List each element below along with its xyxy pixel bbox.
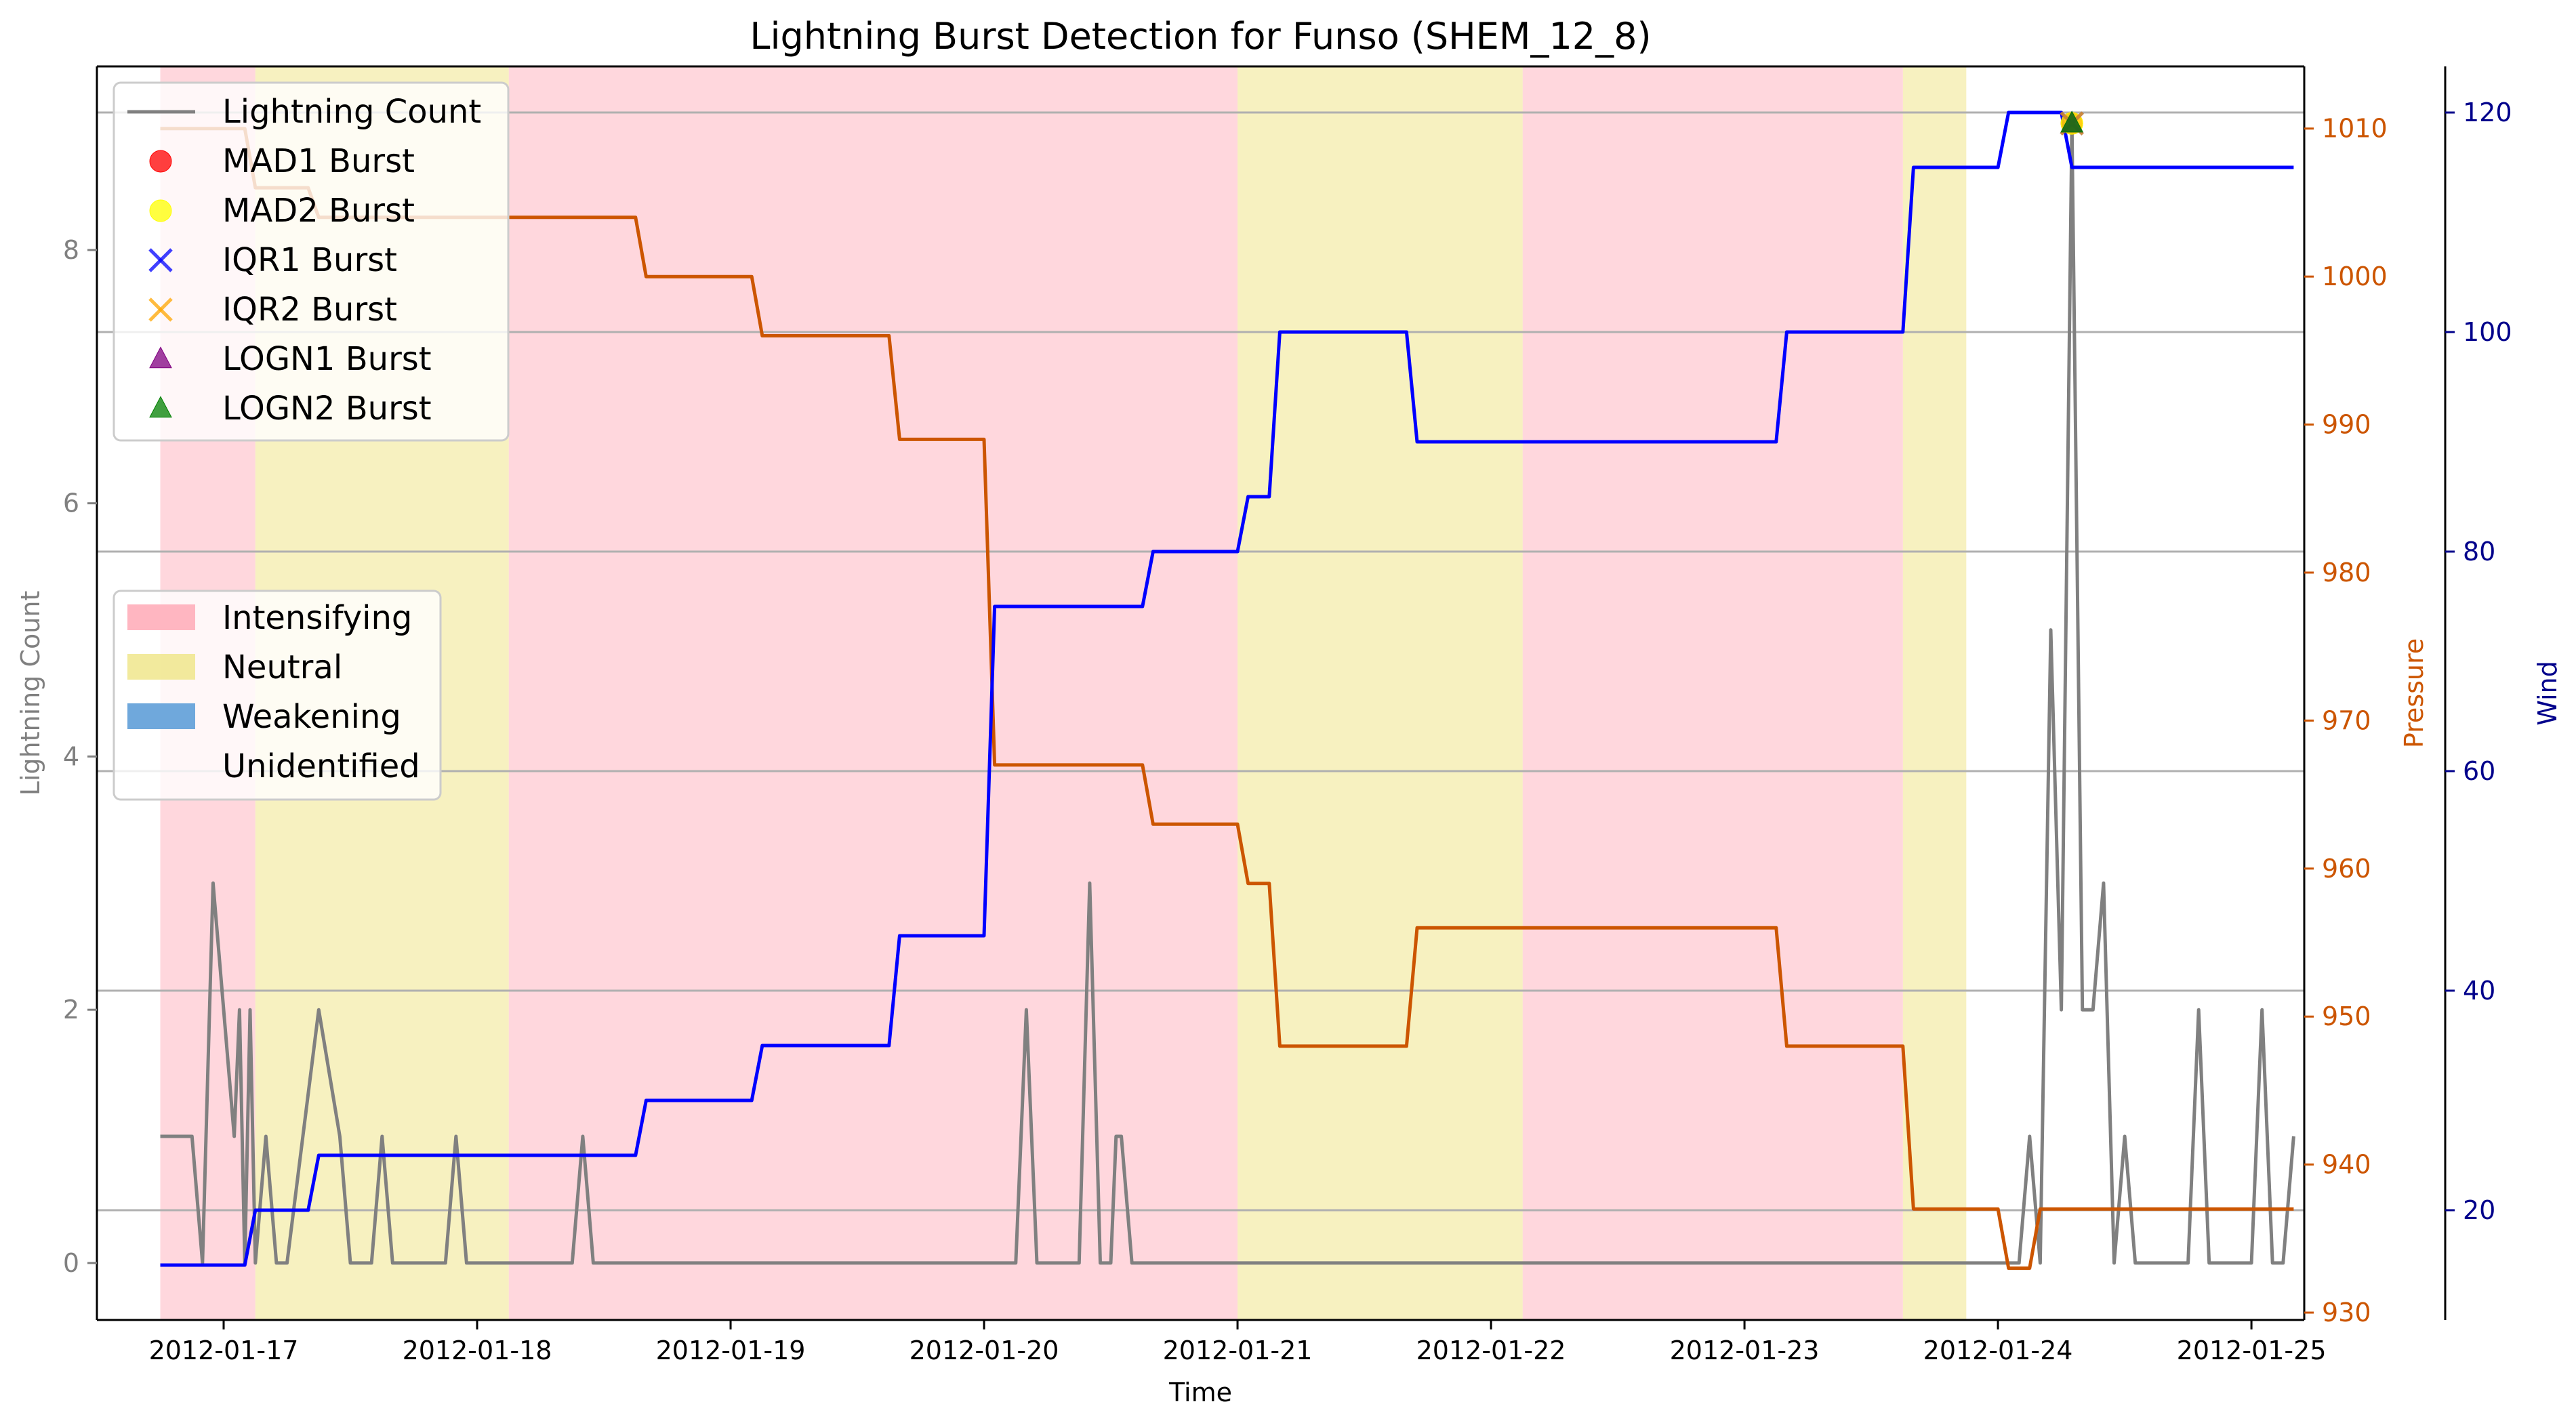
x-tick-label: 2012-01-20: [909, 1336, 1059, 1365]
legend-phase-swatch: [127, 703, 195, 729]
legend-item: Unidentified: [222, 747, 420, 785]
legend-label: Unidentified: [222, 747, 420, 785]
legend-label: IQR2 Burst: [222, 291, 397, 329]
wind-tick-label: 40: [2463, 976, 2495, 1006]
pressure-tick-label: 930: [2322, 1298, 2371, 1327]
pressure-tick-label: 990: [2322, 410, 2371, 440]
wind-tick-label: 60: [2463, 756, 2495, 786]
legends: Lightning Count MAD1 Burst MAD2 Burst IQR1 …: [113, 81, 510, 801]
legend-phase-swatch: [127, 654, 195, 680]
legend-label: Neutral: [222, 648, 342, 686]
phase-band-neutral: [1238, 66, 1523, 1320]
burst-markers: [2060, 110, 2084, 136]
pressure-tick-label: 950: [2322, 1001, 2371, 1031]
legend-item: IQR2 Burst: [148, 291, 397, 329]
wind-tick-label: 80: [2463, 537, 2495, 566]
count-tick-label: 0: [63, 1248, 79, 1278]
x-tick-label: 2012-01-23: [1670, 1336, 1820, 1365]
legend-item: Lightning Count: [127, 93, 481, 131]
legend-phases: Intensifying Neutral Weakening Unidentified: [113, 590, 442, 801]
legend-label: Weakening: [222, 698, 401, 736]
pressure-tick-label: 970: [2322, 705, 2371, 735]
legend-marker-x: [148, 248, 173, 272]
burst-marker-logn2-burst: [2060, 110, 2083, 133]
legend-item: IQR1 Burst: [148, 241, 397, 279]
x-tick-label: 2012-01-19: [656, 1336, 806, 1365]
count-tick-label: 8: [63, 235, 79, 265]
series-lines: [160, 110, 2295, 1271]
count-tick-label: 4: [63, 741, 79, 771]
legend-item: LOGN2 Burst: [149, 390, 432, 428]
wind-tick-label: 120: [2463, 98, 2512, 127]
x-tick-label: 2012-01-25: [2177, 1336, 2327, 1365]
x-tick-label: 2012-01-24: [1923, 1336, 2073, 1365]
phase-band-neutral: [1902, 66, 1967, 1320]
legend-item: Weakening: [127, 698, 401, 736]
plot-frame: [96, 65, 2447, 1321]
count-tick-label: 2: [63, 995, 79, 1025]
legend-label: Intensifying: [222, 599, 412, 637]
x-tick-label: 2012-01-21: [1163, 1336, 1313, 1365]
series-line-wind: [160, 110, 2294, 1267]
legend-label: Lightning Count: [222, 93, 481, 131]
x-tick-label: 2012-01-17: [149, 1336, 299, 1365]
chart-title: Lightning Burst Detection for Funso (SHE…: [750, 15, 1651, 58]
legend-marker-x-stroke: [148, 297, 173, 322]
pressure-tick-label: 960: [2322, 854, 2371, 884]
legend-label: LOGN2 Burst: [222, 390, 432, 428]
series-line-pressure: [160, 127, 2294, 1271]
legend-label: MAD1 Burst: [222, 142, 415, 180]
legend-marker-triangle: [149, 396, 172, 418]
legend-item: MAD2 Burst: [149, 192, 415, 230]
pressure-axis-label: Pressure: [2399, 638, 2429, 748]
pressure-tick-label: 940: [2322, 1150, 2371, 1180]
x-tick-label: 2012-01-18: [403, 1336, 552, 1365]
wind-axis-label: Wind: [2533, 661, 2562, 726]
count-axis-label: Lightning Count: [16, 591, 45, 796]
pressure-tick-label: 1010: [2322, 114, 2388, 144]
legend-marker-triangle: [149, 346, 172, 369]
legend-phases-box: [113, 590, 442, 801]
count-tick-label: 6: [63, 489, 79, 518]
legend-item: MAD1 Burst: [149, 142, 415, 180]
legend-marker-circle: [149, 150, 172, 173]
legend-marker-x: [148, 297, 173, 322]
series-line-lightning-count: [160, 121, 2295, 1265]
legend-label: MAD2 Burst: [222, 192, 415, 230]
x-axis-label: Time: [1168, 1378, 1232, 1407]
wind-tick-label: 100: [2463, 317, 2512, 347]
legend-item: Intensifying: [127, 599, 412, 637]
pressure-tick-label: 1000: [2322, 262, 2388, 291]
legend-label: IQR1 Burst: [222, 241, 397, 279]
legend-label: LOGN1 Burst: [222, 340, 432, 378]
legend-series: Lightning Count MAD1 Burst MAD2 Burst IQR1 …: [113, 81, 510, 442]
axes: 2012-01-17 2012-01-18 2012-01-19 2012-01-20…: [63, 98, 2512, 1365]
legend-phase-swatch: [127, 604, 195, 630]
x-tick-label: 2012-01-22: [1416, 1336, 1566, 1365]
legend-marker-x-stroke: [148, 248, 173, 272]
legend-marker-circle: [149, 199, 172, 222]
wind-tick-label: 20: [2463, 1195, 2495, 1225]
phase-band-intensifying: [1522, 66, 1903, 1320]
pressure-tick-label: 980: [2322, 558, 2371, 587]
legend-item: LOGN1 Burst: [149, 340, 432, 378]
legend-series-box: [113, 81, 510, 442]
legend-item: Neutral: [127, 648, 342, 686]
phase-band-intensifying: [508, 66, 1238, 1320]
